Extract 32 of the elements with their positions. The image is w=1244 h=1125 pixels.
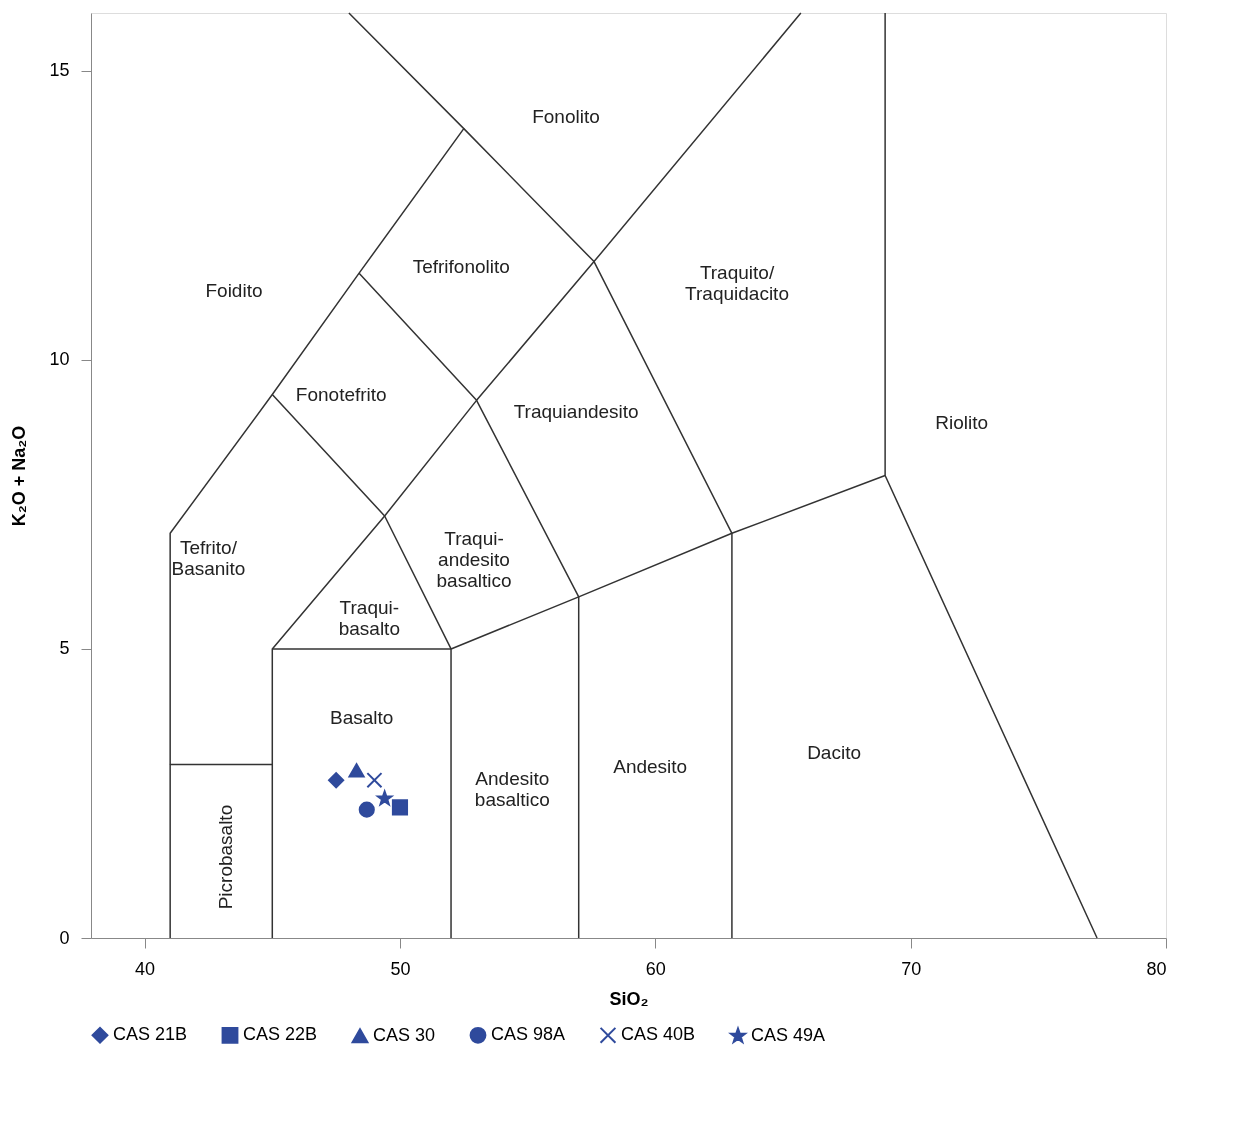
legend-label: CAS 21B (113, 1024, 188, 1045)
legend-label: CAS 22B (243, 1024, 318, 1045)
annotation: Foidito (205, 279, 263, 301)
annotation: Riolito (935, 412, 989, 434)
legend-label: CAS 40B (621, 1024, 696, 1045)
x-tick-label: 60 (645, 958, 666, 979)
annotation: Traquiandesito (513, 400, 639, 422)
x-tick-label: 50 (390, 958, 411, 979)
x-axis-title: SiO₂ (609, 988, 649, 1009)
y-tick-label: 15 (49, 60, 70, 81)
annotation: Traqui- basalto (338, 597, 400, 640)
annotation: Tefrifonolito (412, 256, 510, 278)
annotation: Traquito/ Traquidacito (685, 262, 789, 305)
annotation: Andesito basaltico (474, 768, 550, 811)
annotation: Picrobasalto (215, 804, 237, 910)
annotation: Traqui- andesito basaltico (436, 528, 512, 592)
annotation: Andesito (613, 756, 688, 778)
x-tick-label: 70 (901, 958, 922, 979)
annotation: Dacito (807, 742, 861, 763)
annotation: Fonotefrito (295, 383, 387, 405)
y-tick-label: 0 (59, 927, 70, 948)
x-tick-label: 40 (135, 958, 156, 979)
y-tick-label: 5 (59, 638, 70, 659)
legend-label: CAS 98A (491, 1024, 566, 1045)
annotation: Fonolito (532, 106, 600, 128)
y-axis-title: K₂O + Na₂O (9, 425, 30, 527)
y-tick-label: 10 (49, 349, 70, 370)
annotation: Basalto (329, 707, 394, 729)
x-tick-label: 80 (1146, 958, 1167, 979)
legend-label: CAS 30 (373, 1024, 436, 1045)
legend-label: CAS 49A (751, 1025, 826, 1045)
annotation: Tefrito/ Basanito (171, 536, 246, 579)
